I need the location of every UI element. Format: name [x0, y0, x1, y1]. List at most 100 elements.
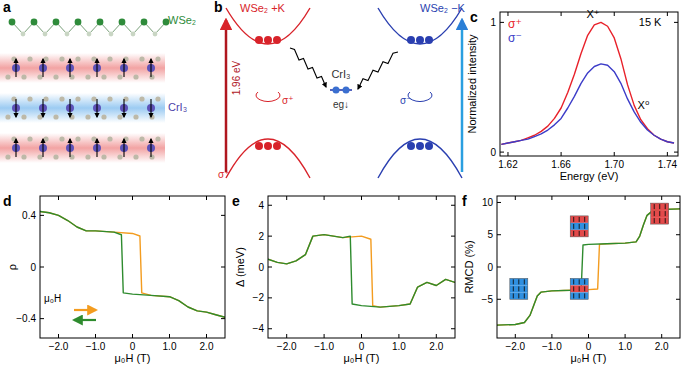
x-tick-label: 1.0 [618, 341, 632, 352]
x-tick [515, 196, 516, 200]
spin-arrow [579, 217, 580, 222]
electron [407, 142, 415, 150]
diagram-a: aWSe₂CrI₃ [0, 0, 196, 163]
x-tick [625, 196, 626, 200]
atom [5, 154, 10, 159]
annotation: X⁺ [586, 8, 599, 20]
y-tick [451, 205, 455, 206]
y-tick-label: 0.4 [22, 210, 36, 221]
atom [155, 136, 160, 141]
spin-layer [510, 285, 528, 292]
spin-arrow [659, 204, 660, 209]
atom [75, 56, 80, 61]
atom [107, 56, 112, 61]
x-axis-label: μ₀H (T) [344, 352, 380, 364]
spin-layer [651, 217, 669, 224]
atom [117, 154, 122, 159]
x-tick [436, 196, 437, 200]
atom [149, 154, 154, 159]
y-axis-label: Normalized intensity [466, 34, 478, 134]
figure: c1.621.661.701.7401Energy (eV)Normalized… [0, 0, 685, 373]
x-tick [58, 334, 59, 338]
atom [53, 19, 60, 26]
y-tick [221, 267, 225, 268]
y-tick [500, 22, 504, 23]
valence-band [226, 139, 310, 178]
spin-arrow [513, 286, 514, 291]
y-tick [268, 297, 272, 298]
chart-panel: f−2.0−1.001.02.0−50510μ₀H (T)RMCD (%) [462, 193, 680, 364]
inset-frame [570, 216, 588, 237]
spin-layer [570, 223, 588, 230]
spin-arrow [584, 286, 585, 291]
atom [37, 114, 42, 119]
series-line [501, 64, 674, 144]
spin-arrow [659, 211, 660, 216]
spin-inset [570, 216, 588, 237]
x-tick [436, 334, 437, 338]
legend-key [74, 317, 96, 323]
chart-panel: d−2.0−1.001.02.0−0.400.4μ₀H (T)ρμ₀H [0, 0, 225, 364]
spin-layer [570, 285, 588, 292]
atom [133, 114, 138, 119]
x-tick-label: 2.0 [429, 341, 443, 352]
atom [139, 56, 144, 61]
y-tick [497, 299, 501, 300]
valence-band [378, 139, 462, 178]
inset-frame [510, 278, 528, 299]
atom [37, 154, 42, 159]
x-tick [206, 334, 207, 338]
series-group [501, 22, 674, 144]
electron [273, 36, 281, 44]
atom [85, 74, 90, 79]
x-tick-label: 2.0 [655, 341, 669, 352]
atom [91, 56, 96, 61]
atom [101, 114, 106, 119]
spin-arrow [518, 279, 519, 284]
y-tick [451, 328, 455, 329]
x-tick [614, 152, 615, 156]
spin-arrow [573, 224, 574, 229]
x-tick [561, 152, 562, 156]
spin-layer [570, 216, 588, 223]
series-line [497, 209, 680, 325]
y-tick [676, 299, 680, 300]
series-line [501, 22, 674, 144]
atom [141, 19, 148, 26]
y-axis-label: Δ (meV) [234, 247, 246, 287]
legend-entry: σ⁺ [508, 17, 522, 31]
valley-label: WSe₂ +K [240, 2, 286, 14]
electron [425, 36, 433, 44]
x-tick-label: −1.0 [314, 341, 334, 352]
x-tick [507, 12, 508, 16]
atom [75, 136, 80, 141]
series-line [268, 235, 455, 308]
x-tick-label: 0 [586, 341, 592, 352]
y-tick [268, 328, 272, 329]
atom [101, 154, 106, 159]
spin-layer [570, 230, 588, 237]
atom [59, 96, 64, 101]
y-tick-label: 5 [487, 229, 493, 240]
panel-label: f [462, 193, 467, 209]
spin-inset [570, 278, 588, 299]
layer-band [0, 93, 165, 123]
x-tick [361, 196, 362, 200]
y-tick [497, 267, 501, 268]
x-tick [95, 196, 96, 200]
spin-arrow [150, 99, 151, 117]
x-tick-label: −1.0 [86, 341, 106, 352]
x-axis-label: μ₀H (T) [571, 352, 607, 364]
y-tick [674, 22, 678, 23]
x-tick-label: 1.70 [605, 159, 625, 170]
y-tick [451, 297, 455, 298]
y-tick [676, 234, 680, 235]
atom [117, 114, 122, 119]
spin-layer [651, 203, 669, 210]
atom [101, 74, 106, 79]
spin-arrow [573, 279, 574, 284]
spin-arrow [513, 279, 514, 284]
plot-frame [268, 196, 455, 338]
x-tick-label: −1.0 [542, 341, 562, 352]
spin-arrow [15, 59, 16, 77]
